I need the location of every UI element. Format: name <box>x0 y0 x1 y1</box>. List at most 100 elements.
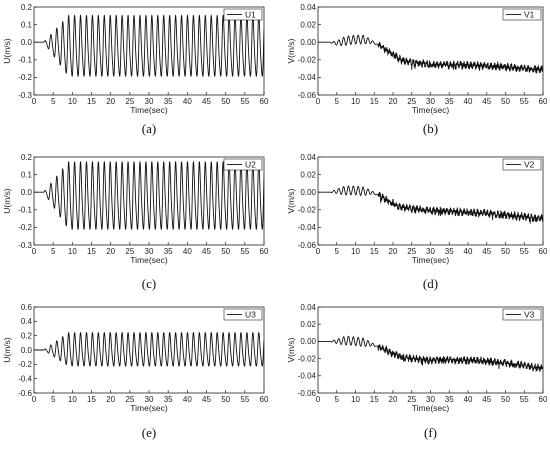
x-tick-label: 25 <box>125 247 134 256</box>
x-tick-label: 5 <box>51 97 56 106</box>
x-tick-label: 55 <box>240 395 249 404</box>
y-tick-label: -0.4 <box>18 374 32 383</box>
x-tick-label: 35 <box>164 247 173 256</box>
x-tick-label: 20 <box>389 97 398 106</box>
x-tick-label: 30 <box>426 247 435 256</box>
x-tick-label: 10 <box>351 247 360 256</box>
x-tick-label: 55 <box>520 395 529 404</box>
x-tick-label: 15 <box>87 97 96 106</box>
legend-label: V1 <box>524 10 535 20</box>
x-tick-label: 10 <box>68 247 77 256</box>
x-tick-label: 5 <box>335 247 340 256</box>
x-tick-label: 60 <box>260 395 269 404</box>
x-tick-label: 5 <box>51 395 56 404</box>
x-tick-label: 45 <box>202 247 211 256</box>
y-tick-label: 0.0 <box>21 188 33 197</box>
x-tick-label: 10 <box>68 395 77 404</box>
x-tick-label: 60 <box>539 97 548 106</box>
legend-label: V2 <box>524 160 535 170</box>
y-tick-label: 0.02 <box>300 20 316 29</box>
panel-caption: (d) <box>423 276 438 291</box>
series-line-U1 <box>34 14 264 77</box>
y-tick-label: -0.06 <box>298 389 317 398</box>
y-tick-label: -0.02 <box>298 354 317 363</box>
chart-panel-d: 0 5 10 15 20 25 30 35 40 45 50 55 60 -0.06 -0.04 -0.02 0… <box>286 153 548 291</box>
x-tick-label: 10 <box>68 97 77 106</box>
x-tick-label: 50 <box>501 97 510 106</box>
y-tick-label: -0.02 <box>298 56 317 65</box>
x-tick-label: 60 <box>260 247 269 256</box>
panel-caption: (e) <box>142 425 156 440</box>
x-tick-label: 50 <box>221 97 230 106</box>
y-axis-label: V(m/s) <box>286 188 296 213</box>
y-tick-label: -0.06 <box>298 91 317 100</box>
y-tick-label: -0.02 <box>298 206 317 215</box>
x-tick-label: 25 <box>125 97 134 106</box>
panel-caption: (b) <box>423 121 438 136</box>
x-tick-label: 5 <box>51 247 56 256</box>
x-tick-label: 30 <box>426 97 435 106</box>
x-tick-label: 35 <box>445 395 454 404</box>
x-tick-label: 15 <box>370 395 379 404</box>
x-tick-label: 45 <box>482 395 491 404</box>
chart-panel-b: 0 5 10 15 20 25 30 35 40 45 50 55 60 -0.06 -0.04 -0.02 0… <box>286 3 548 136</box>
x-tick-label: 35 <box>445 247 454 256</box>
x-tick-label: 15 <box>87 395 96 404</box>
y-tick-label: 0.00 <box>300 38 316 47</box>
y-axis-label: U(m/s) <box>2 337 12 363</box>
x-tick-label: 40 <box>183 247 192 256</box>
y-tick-label: 0.6 <box>21 303 33 312</box>
x-tick-label: 0 <box>316 247 321 256</box>
panel-caption: (c) <box>142 276 156 291</box>
x-tick-label: 60 <box>539 395 548 404</box>
legend-label: U1 <box>245 10 256 20</box>
legend-box <box>223 308 263 321</box>
x-tick-label: 30 <box>145 247 154 256</box>
y-tick-label: 0.4 <box>21 317 33 326</box>
x-axis-label: Time(sec) <box>412 255 450 265</box>
x-tick-label: 0 <box>32 395 37 404</box>
x-tick-label: 40 <box>464 97 473 106</box>
x-tick-label: 20 <box>106 97 115 106</box>
x-tick-label: 20 <box>106 247 115 256</box>
y-tick-label: -0.06 <box>298 241 317 250</box>
chart-panel-c: 0 5 10 15 20 25 30 35 40 45 50 55 60 -0.3 -0.2 -0.1 0.0 0… <box>2 153 269 291</box>
y-tick-label: 0.02 <box>300 320 316 329</box>
x-tick-label: 30 <box>145 97 154 106</box>
legend-label: V3 <box>524 310 535 320</box>
x-tick-label: 55 <box>520 247 529 256</box>
x-tick-label: 45 <box>202 395 211 404</box>
y-tick-label: 0.04 <box>300 153 316 162</box>
legend-box <box>223 8 263 21</box>
x-tick-label: 20 <box>389 247 398 256</box>
x-tick-label: 10 <box>351 395 360 404</box>
y-tick-label: -0.2 <box>18 223 32 232</box>
x-tick-label: 45 <box>482 247 491 256</box>
x-tick-label: 40 <box>464 247 473 256</box>
x-tick-label: 40 <box>464 395 473 404</box>
x-tick-label: 40 <box>183 395 192 404</box>
x-tick-label: 20 <box>389 395 398 404</box>
y-tick-label: -0.04 <box>298 73 317 82</box>
y-tick-label: -0.3 <box>18 91 32 100</box>
y-tick-label: -0.2 <box>18 360 32 369</box>
legend-box <box>502 158 542 171</box>
x-tick-label: 60 <box>260 97 269 106</box>
y-tick-label: 0.2 <box>21 331 33 340</box>
x-tick-label: 45 <box>482 97 491 106</box>
x-tick-label: 0 <box>316 395 321 404</box>
y-tick-label: 0.00 <box>300 188 316 197</box>
x-tick-label: 55 <box>520 97 529 106</box>
series-line-U2 <box>34 160 264 230</box>
x-tick-label: 0 <box>32 247 37 256</box>
series-line-V3 <box>318 335 543 373</box>
y-axis-label: U(m/s) <box>2 38 12 64</box>
x-tick-label: 15 <box>370 247 379 256</box>
chart-panel-e: 0 5 10 15 20 25 30 35 40 45 50 55 60 -0.6 -0.4 -0.2 0.0 0… <box>2 303 269 440</box>
y-axis-label: V(m/s) <box>286 38 296 63</box>
x-tick-label: 5 <box>335 97 340 106</box>
y-tick-label: -0.6 <box>18 389 32 398</box>
x-tick-label: 30 <box>145 395 154 404</box>
y-tick-label: 0.02 <box>300 170 316 179</box>
